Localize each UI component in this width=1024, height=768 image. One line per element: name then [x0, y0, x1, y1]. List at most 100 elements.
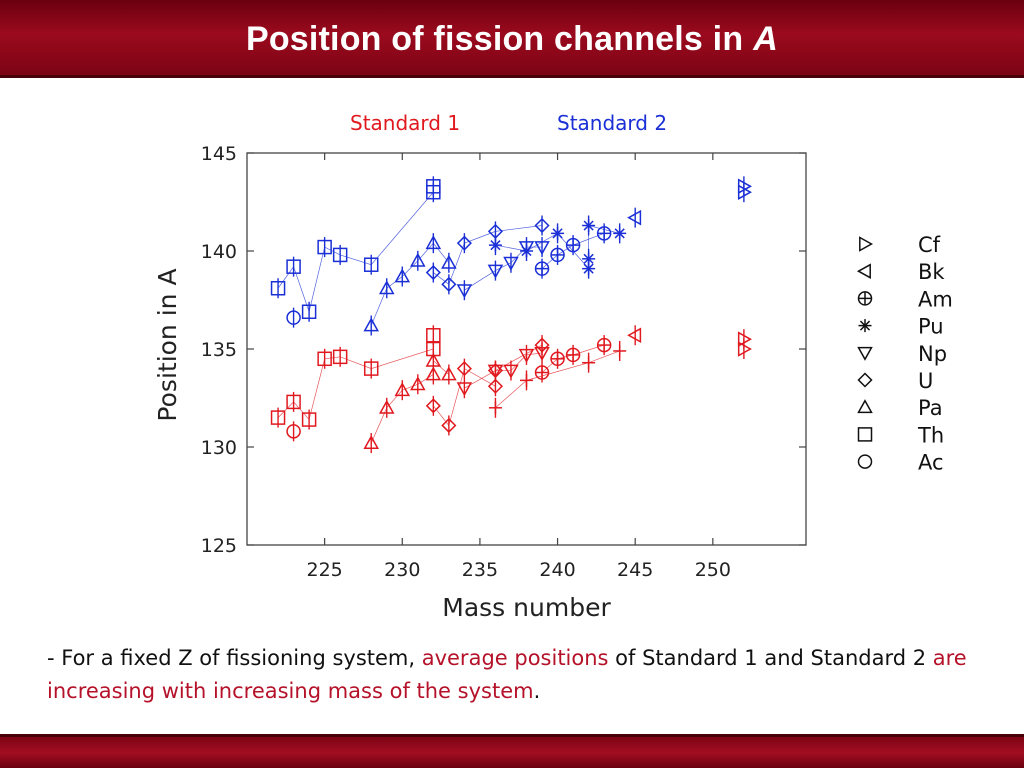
legend: Cf Bk Am Pu Np U Pa Th Ac	[856, 233, 953, 475]
data-point	[550, 351, 565, 367]
data-point	[534, 261, 550, 276]
x-tick-label: 250	[695, 559, 731, 581]
data-point	[456, 382, 473, 397]
data-point	[363, 257, 379, 272]
slide-footer	[0, 734, 1024, 768]
data-point	[286, 394, 301, 410]
data-point	[503, 256, 519, 271]
series-line	[495, 350, 620, 409]
series-std1-bk	[627, 325, 642, 346]
legend-symbol-ac	[857, 454, 873, 469]
data-point	[363, 317, 379, 332]
bullet-middle: of Standard 1 and Standard 2	[608, 646, 933, 670]
data-point	[363, 361, 379, 376]
title-variable: A	[753, 19, 779, 58]
data-point	[425, 398, 441, 414]
series-std1-th	[270, 325, 441, 430]
series-line	[370, 359, 450, 444]
x-tick-label: 245	[617, 559, 653, 581]
series-line	[433, 344, 543, 427]
series-std2-pa	[363, 233, 457, 336]
data-point	[286, 259, 301, 274]
y-tick-label: 130	[201, 437, 237, 459]
x-tick-label: 240	[539, 559, 575, 581]
series-line	[541, 344, 605, 373]
legend-label: Bk	[918, 260, 945, 284]
series-line	[277, 335, 434, 421]
data-point	[520, 244, 533, 258]
data-point	[613, 226, 627, 240]
legend-symbol-u	[857, 372, 873, 388]
series-std2-am	[534, 223, 612, 279]
series-line	[370, 242, 450, 326]
series-std2-th	[270, 176, 441, 322]
data-point	[582, 219, 596, 233]
series-std2-pu	[488, 215, 627, 279]
x-axis-label: Mass number	[442, 593, 611, 622]
data-point	[286, 310, 301, 325]
data-point	[456, 361, 472, 377]
legend-label: Pu	[918, 315, 944, 339]
legend-symbol-bk	[856, 263, 871, 279]
data-point	[565, 237, 581, 253]
data-point	[301, 412, 317, 427]
data-point	[565, 347, 581, 363]
series-std2-ac	[286, 307, 301, 328]
series-std1-np	[456, 342, 550, 399]
data-point	[737, 178, 752, 195]
data-point	[441, 417, 457, 434]
series-std1-cf	[737, 329, 752, 359]
data-point	[596, 337, 612, 353]
data-point	[582, 356, 596, 370]
standard-2-label: Standard 2	[557, 111, 668, 135]
data-point	[613, 344, 627, 358]
series-std2-bk	[627, 207, 642, 228]
data-point	[394, 268, 411, 283]
data-point	[410, 376, 426, 391]
legend-label: Am	[918, 287, 953, 311]
data-point	[488, 238, 502, 252]
x-tick-label: 230	[384, 559, 420, 581]
data-point	[487, 264, 504, 279]
legend-symbol-th	[857, 427, 873, 442]
legend-symbol-pa	[857, 399, 873, 414]
data-point	[301, 304, 317, 320]
data-point	[270, 410, 286, 425]
legend-symbol-am	[857, 291, 873, 306]
bullet-highlight-2: are increasing with increasing mass of t…	[47, 646, 967, 703]
data-point	[425, 352, 442, 367]
data-point	[332, 349, 348, 365]
series-line	[464, 352, 543, 389]
data-point	[534, 217, 550, 234]
x-tick-label: 225	[307, 559, 343, 581]
series-line	[464, 246, 543, 291]
data-point	[378, 399, 395, 414]
bullet-suffix: .	[533, 679, 541, 703]
legend-label: Np	[918, 342, 947, 366]
data-point	[551, 226, 565, 240]
y-tick-label: 140	[201, 241, 237, 263]
legend-symbol-np	[857, 346, 873, 361]
legend-label: Pa	[918, 396, 943, 420]
data-point	[487, 378, 504, 394]
standard-1-label: Standard 1	[350, 111, 461, 135]
y-tick-label: 125	[201, 535, 237, 557]
series-line	[277, 186, 434, 314]
x-tick-label: 235	[462, 559, 498, 581]
data-point	[317, 351, 332, 367]
data-point	[425, 235, 442, 250]
series-std1-am	[534, 335, 612, 383]
series-std1-ac	[286, 421, 301, 442]
data-point	[426, 179, 441, 194]
series-std2-cf	[737, 176, 752, 203]
y-axis-label: Position in A	[153, 268, 182, 421]
data-point	[441, 366, 457, 381]
bullet-highlight-1: average positions	[421, 646, 609, 670]
data-point	[363, 435, 379, 450]
data-point	[286, 424, 301, 439]
y-tick-label: 145	[201, 143, 237, 165]
slide-header	[0, 0, 1024, 78]
title-text: Position of fission channels in	[245, 19, 744, 58]
data-point	[425, 264, 441, 281]
